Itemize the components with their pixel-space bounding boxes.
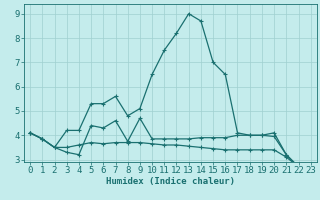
X-axis label: Humidex (Indice chaleur): Humidex (Indice chaleur) — [106, 177, 235, 186]
